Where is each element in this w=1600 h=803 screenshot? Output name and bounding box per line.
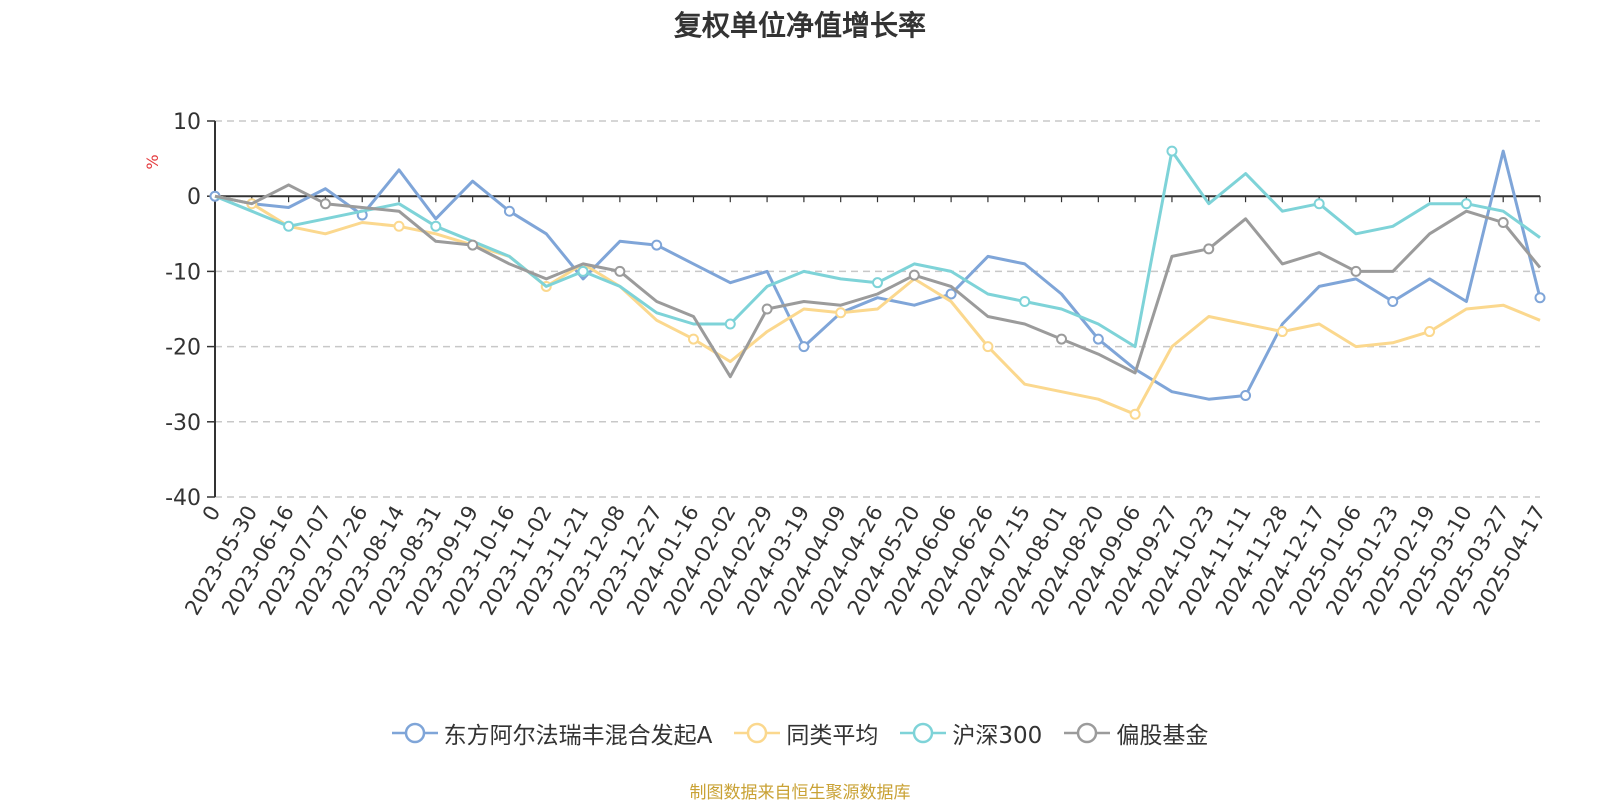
legend-marker-icon: [1064, 722, 1111, 744]
legend-label: 东方阿尔法瑞丰混合发起A: [443, 723, 713, 749]
series-point: [982, 341, 994, 353]
y-tick-label: -20: [165, 336, 201, 361]
y-axis-label: %: [143, 154, 162, 169]
series-point: [1387, 295, 1399, 307]
legend-item[interactable]: 偏股基金: [1064, 716, 1208, 750]
legend-label: 偏股基金: [1116, 723, 1209, 749]
series-point: [945, 288, 957, 300]
series-point: [835, 307, 847, 319]
legend-circle: [747, 722, 768, 744]
legend-circle: [1077, 722, 1098, 744]
legend-label: 同类平均: [786, 723, 879, 749]
series-point: [1056, 333, 1068, 345]
series-point: [1129, 408, 1141, 420]
series-point: [1092, 333, 1104, 345]
series-point: [467, 239, 479, 251]
series-point: [872, 277, 883, 289]
series-point: [798, 341, 810, 353]
legend-item[interactable]: 同类平均: [734, 716, 878, 750]
series-point: [1276, 326, 1288, 338]
series-point: [1019, 295, 1031, 307]
series-point: [1240, 389, 1252, 401]
series-point: [908, 269, 920, 281]
series-point: [761, 303, 773, 315]
series-point: [1203, 243, 1215, 255]
legend: 东方阿尔法瑞丰混合发起A 同类平均 沪深300 偏股基金: [0, 716, 1600, 750]
series-point: [651, 239, 663, 251]
legend-circle: [404, 722, 425, 744]
series-point: [1534, 292, 1546, 304]
legend-marker-icon: [900, 722, 947, 744]
legend-item[interactable]: 沪深300: [900, 716, 1042, 750]
series-point: [687, 333, 699, 345]
series-point: [1424, 326, 1436, 338]
series-point: [1350, 265, 1362, 277]
series-line: [214, 149, 1541, 349]
series-line: [214, 183, 1542, 379]
legend-marker-icon: [391, 722, 438, 744]
series-point: [393, 220, 405, 232]
series-line: [214, 149, 1542, 401]
series-point: [1166, 145, 1178, 157]
y-tick-label: -10: [165, 260, 201, 285]
series-point: [319, 198, 331, 210]
chart-title: 复权单位净值增长率: [673, 9, 926, 42]
series-point: [1497, 217, 1509, 229]
series-point: [283, 220, 295, 232]
series-point: [430, 220, 442, 232]
x-tick-label: 0: [198, 502, 225, 526]
legend-item[interactable]: 东方阿尔法瑞丰混合发起A: [391, 716, 713, 750]
y-tick-label: 10: [173, 110, 201, 135]
legend-label: 沪深300: [952, 723, 1043, 749]
series-point: [614, 265, 626, 277]
series-point: [724, 318, 736, 330]
series-point: [577, 265, 589, 277]
legend-marker-icon: [734, 722, 781, 744]
series-point: [1460, 198, 1472, 210]
legend-circle: [913, 722, 934, 744]
series-point: [503, 205, 515, 217]
series-point: [1313, 198, 1325, 210]
source-note: 制图数据来自恒生聚源数据库: [689, 783, 911, 803]
y-tick-label: -30: [165, 411, 201, 436]
series-line: [214, 194, 1541, 416]
y-tick-label: -40: [165, 486, 201, 511]
y-tick-label: 0: [187, 185, 201, 210]
